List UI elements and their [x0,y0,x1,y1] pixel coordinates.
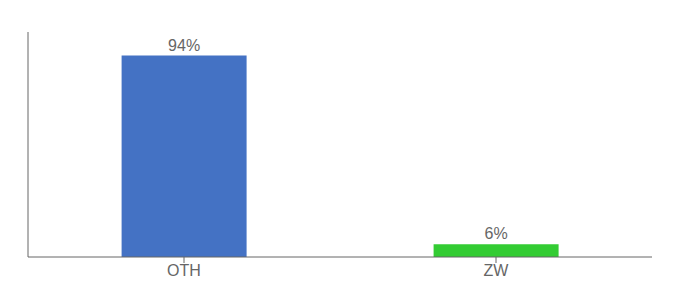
svg-text:ZW: ZW [484,262,510,279]
svg-text:OTH: OTH [167,262,201,279]
svg-text:6%: 6% [485,225,508,242]
svg-text:94%: 94% [168,37,200,54]
